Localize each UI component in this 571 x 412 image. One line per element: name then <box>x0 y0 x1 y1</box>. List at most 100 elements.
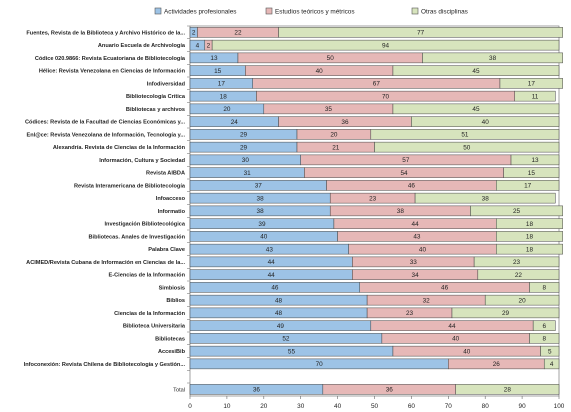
bar-value-label: 31 <box>244 170 252 177</box>
bar-value-label: 17 <box>218 81 226 88</box>
bar-value-label: 51 <box>461 132 469 139</box>
bar-segment <box>496 243 563 255</box>
bar-segment <box>514 90 556 102</box>
bar-value-label: 13 <box>531 157 539 164</box>
category-label: Alexandría. Revista de Ciencias de la In… <box>53 145 186 151</box>
bar-segment <box>529 282 560 293</box>
bar-segment <box>278 27 563 38</box>
bar-segment <box>473 256 560 268</box>
bar-value-label: 38 <box>482 195 490 202</box>
bar-value-label: 57 <box>402 157 410 164</box>
category-label: ACIMED/Revista Cubana de Información en … <box>26 260 185 266</box>
bar-value-label: 15 <box>528 170 536 177</box>
bar-value-label: 35 <box>325 106 333 113</box>
bar-value-label: 36 <box>253 387 261 394</box>
bar-segment <box>510 154 560 166</box>
bar-value-label: 45 <box>472 68 480 75</box>
bar-segment <box>496 218 563 229</box>
bar-value-label: 49 <box>277 323 285 330</box>
bar-value-label: 22 <box>515 272 523 279</box>
x-tick-label: 20 <box>260 403 268 410</box>
bar-value-label: 48 <box>275 310 283 317</box>
x-tick-label: 40 <box>334 403 342 410</box>
bar-value-label: 18 <box>220 93 228 100</box>
category-label: Bibliotecas. Anales de Investigación <box>89 234 186 240</box>
bar-value-label: 38 <box>257 208 265 215</box>
category-label: Infoconexión: Revista Chilena de Bibliot… <box>24 362 186 368</box>
category-label: Bibliotecas <box>155 336 185 342</box>
category-label: Códices: Revista de la Facultad de Cienc… <box>25 120 185 126</box>
bar-value-label: 38 <box>257 195 265 202</box>
x-tick-label: 60 <box>408 403 416 410</box>
bar-value-label: 2 <box>207 42 211 49</box>
bar-value-label: 2 <box>192 30 196 37</box>
x-tick-label: 10 <box>223 403 231 410</box>
bar-value-label: 4 <box>550 361 554 368</box>
bar-value-label: 46 <box>271 285 279 292</box>
category-label: Biblios <box>166 298 185 304</box>
bar-value-label: 40 <box>452 336 460 343</box>
bar-value-label: 50 <box>463 144 471 151</box>
bar-value-label: 38 <box>397 208 405 215</box>
bar-value-label: 23 <box>369 195 377 202</box>
bar-value-label: 23 <box>513 259 521 266</box>
bar-value-label: 25 <box>513 208 521 215</box>
bar-value-label: 44 <box>268 259 276 266</box>
legend-label: Actividades profesionales <box>164 9 236 16</box>
category-label: AccesiBib <box>158 349 186 355</box>
bar-value-label: 32 <box>423 297 431 304</box>
legend-label: Estudios teóricos y métricos <box>275 9 355 16</box>
category-label: Información, Cultura y Sociedad <box>99 158 185 164</box>
bar-value-label: 94 <box>382 42 390 49</box>
category-label: Palabra Clave <box>148 247 185 253</box>
category-label: Enl@ce: Revista Venezolana de Informació… <box>27 132 186 138</box>
bar-value-label: 18 <box>526 246 534 253</box>
bar-value-label: 13 <box>210 55 218 62</box>
bar-value-label: 20 <box>330 132 338 139</box>
bar-value-label: 40 <box>316 68 324 75</box>
bar-value-label: 33 <box>410 259 418 266</box>
legend-swatch <box>154 7 162 15</box>
bar-value-label: 43 <box>413 234 421 241</box>
bar-value-label: 70 <box>316 361 324 368</box>
category-label: Ciencias de la Información <box>114 311 185 317</box>
bar-segment <box>451 307 560 319</box>
bar-value-label: 44 <box>268 272 276 279</box>
bar-value-label: 52 <box>282 336 290 343</box>
legend-label: Otras disciplinas <box>421 9 468 16</box>
bar-value-label: 46 <box>441 285 449 292</box>
bar-segment <box>499 78 563 89</box>
x-axis: 0 10 20 30 40 50 60 70 80 90 100 <box>188 396 565 410</box>
bar-value-label: 29 <box>240 144 248 151</box>
bar-value-label: 37 <box>255 183 263 190</box>
bar-segment <box>392 65 560 76</box>
bar-segment <box>392 103 560 115</box>
bar-value-label: 67 <box>373 81 381 88</box>
category-label: Bibliotecas y archivos <box>126 107 185 113</box>
category-label: Informatio <box>158 209 186 215</box>
bar-value-label: 18 <box>526 234 534 241</box>
bar-value-label: 50 <box>327 55 335 62</box>
bar-value-label: 46 <box>408 183 416 190</box>
bar-value-label: 48 <box>275 297 283 304</box>
bar-value-label: 34 <box>412 272 420 279</box>
bar-value-label: 40 <box>419 246 427 253</box>
bar-value-label: 5 <box>548 348 552 355</box>
bar-value-label: 18 <box>526 221 534 228</box>
bar-segment <box>543 358 560 370</box>
bar-value-label: 45 <box>472 106 480 113</box>
bar-segment <box>414 192 556 204</box>
bar-value-label: 55 <box>288 348 296 355</box>
category-label: Biblioteca Universitaria <box>123 324 186 330</box>
category-label: E-Ciencias de la Información <box>109 273 186 279</box>
category-label: Bibliotecología Crítica <box>126 94 186 100</box>
bar-segment <box>470 205 563 217</box>
bar-value-label: 40 <box>463 348 471 355</box>
bar-segment <box>211 39 560 51</box>
bar-value-label: 77 <box>417 30 425 37</box>
bar-value-label: 40 <box>482 119 490 126</box>
bar-value-label: 8 <box>542 285 546 292</box>
bar-segment <box>496 231 563 242</box>
bar-value-label: 11 <box>532 93 539 100</box>
bar-value-label: 20 <box>519 297 527 304</box>
